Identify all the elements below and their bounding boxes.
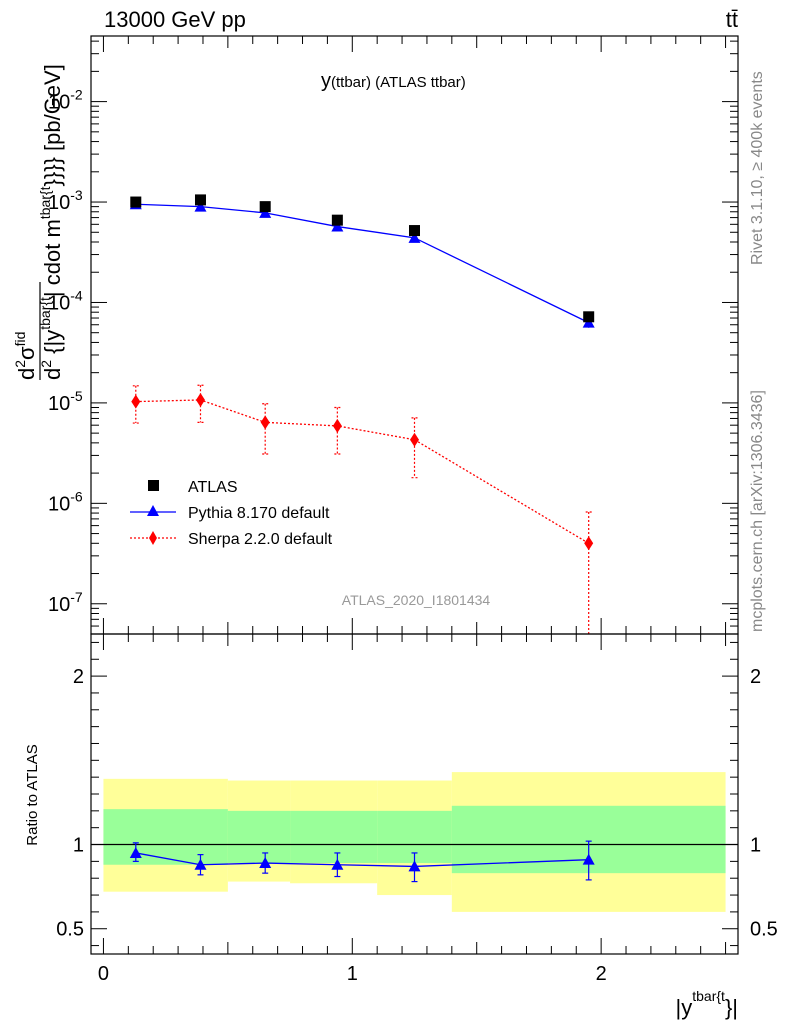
main-y-tick-label: 10-3 xyxy=(48,187,83,214)
ratio-pythia-point xyxy=(194,858,207,870)
ratio-pythia-point xyxy=(408,860,421,872)
ratio-x-tick-label: 1 xyxy=(347,963,358,985)
analysis-watermark: ATLAS_2020_I1801434 xyxy=(342,592,491,608)
atlas-point xyxy=(331,214,343,226)
atlas-point xyxy=(130,196,142,208)
sherpa-point xyxy=(332,418,342,433)
pythia-point xyxy=(194,200,207,212)
rivet-label: Rivet 3.1.10, ≥ 400k events xyxy=(749,71,766,265)
xlabel-tail: }| xyxy=(725,995,738,1020)
main-y-tick-label: 10-2 xyxy=(48,87,83,114)
ylabel-num-d: d xyxy=(14,368,39,380)
ylabel-rest: | cdot m xyxy=(40,219,65,297)
atlas-point xyxy=(409,225,420,237)
ylabel-num-exp: 2 xyxy=(12,360,28,368)
xlabel-main: |y xyxy=(676,995,693,1020)
legend-marker-sherpa xyxy=(149,531,157,545)
uncertainty-band-stat xyxy=(227,810,291,864)
pythia-point xyxy=(259,206,272,218)
ratio-pythia-point xyxy=(331,858,344,870)
energy-label: 13000 GeV pp xyxy=(104,7,246,32)
ratio-data-layer xyxy=(91,772,738,912)
legend-marker-atlas xyxy=(148,480,159,491)
plot-title-sub: (ttbar) (ATLAS ttbar) xyxy=(331,74,466,91)
ratio-y-tick-label-right: 2 xyxy=(750,666,761,688)
uncertainty-band-stat xyxy=(290,810,378,864)
xlabel-sup: tbar{t xyxy=(692,988,725,1004)
ylabel-den-d: d xyxy=(40,368,65,380)
mcplots-label: mcplots.cern.ch [arXiv:1306.3436] xyxy=(749,390,766,632)
legend-label-atlas: ATLAS xyxy=(188,479,238,496)
main-axes: 10-7 10-6 10-5 10-4 10-3 10-2 xyxy=(48,36,738,635)
ratio-y-tick-label-right: 1 xyxy=(750,835,761,857)
main-y-tick-label: 10-7 xyxy=(48,589,83,616)
legend-label-pythia: Pythia 8.170 default xyxy=(188,505,330,522)
main-data-layer xyxy=(129,194,595,634)
ratio-pythia-point xyxy=(259,857,272,869)
ylabel-den-exp: 2 xyxy=(38,360,54,368)
pythia-point xyxy=(408,231,421,243)
ratio-y-tick-label-right: 0.5 xyxy=(750,919,778,941)
legend-label-sherpa: Sherpa 2.2.0 default xyxy=(188,531,333,548)
main-ylabel: d2σfid d2 {|ytbar{t| cdot mtbar{t}}}} [p… xyxy=(12,64,65,380)
uncertainty-band-stat xyxy=(103,809,228,865)
sherpa-point xyxy=(260,415,270,430)
sherpa-line xyxy=(135,399,590,544)
ylabel-sigma: σ xyxy=(14,346,39,360)
ratio-pythia-point xyxy=(129,846,142,858)
ylabel-rest-sup: tbar{t xyxy=(37,186,53,219)
atlas-point xyxy=(194,194,206,206)
ratio-x-tick-label: 0 xyxy=(98,963,109,985)
atlas-point xyxy=(259,201,271,213)
ratio-frame xyxy=(90,633,739,955)
svg-text:d2σfid: d2σfid xyxy=(12,332,39,380)
sherpa-point xyxy=(584,536,594,551)
pythia-point xyxy=(331,220,344,232)
ratio-x-tick-label: 2 xyxy=(596,963,607,985)
ylabel-fid: fid xyxy=(12,332,28,347)
ratio-y-tick-label: 0.5 xyxy=(56,919,84,941)
ratio-axes: 0.5 0.5 1 1 2 2 0 1 2 xyxy=(56,634,778,985)
main-y-tick-label: 10-5 xyxy=(48,388,83,415)
ratio-y-tick-label: 1 xyxy=(73,835,84,857)
main-panel: 10-7 10-6 10-5 10-4 10-3 10-2 y(ttbar) (ATLAS… xyxy=(12,35,739,635)
ylabel-rest-tail: }}}} [pb/GeV] xyxy=(40,64,65,186)
ratio-y-tick-label: 2 xyxy=(73,666,84,688)
sherpa-point xyxy=(410,432,419,447)
ratio-ylabel: Ratio to ATLAS xyxy=(24,744,41,845)
ratio-pythia-line xyxy=(135,852,589,868)
sherpa-point xyxy=(195,392,205,407)
ratio-pythia-point xyxy=(582,853,595,865)
process-label: tt̄ xyxy=(726,7,738,32)
atlas-point xyxy=(583,311,595,323)
ratio-panel: 0.5 0.5 1 1 2 2 0 1 2 Ratio to ATLAS |ytbar{t}| xyxy=(24,633,778,1020)
main-y-tick-label: 10-6 xyxy=(48,488,83,515)
sherpa-point xyxy=(131,394,141,409)
plot-title-main: y xyxy=(321,70,331,92)
svg-text:d2 {|ytbar{t| cdot mtbar{t}}}}: d2 {|ytbar{t| cdot mtbar{t}}}} [pb/GeV] xyxy=(37,64,65,380)
pythia-line xyxy=(135,203,589,324)
legend: ATLAS Pythia 8.170 default Sherpa 2.2.0 … xyxy=(130,479,333,548)
ylabel-den-sup: tbar{t xyxy=(37,297,53,330)
main-y-tick-label: 10-4 xyxy=(48,287,83,314)
legend-marker-pythia xyxy=(147,505,159,516)
plot-title: y(ttbar) (ATLAS ttbar) xyxy=(321,70,466,92)
ratio-xlabel: |ytbar{t}| xyxy=(676,988,738,1020)
ylabel-den-text: {|y xyxy=(40,330,65,360)
